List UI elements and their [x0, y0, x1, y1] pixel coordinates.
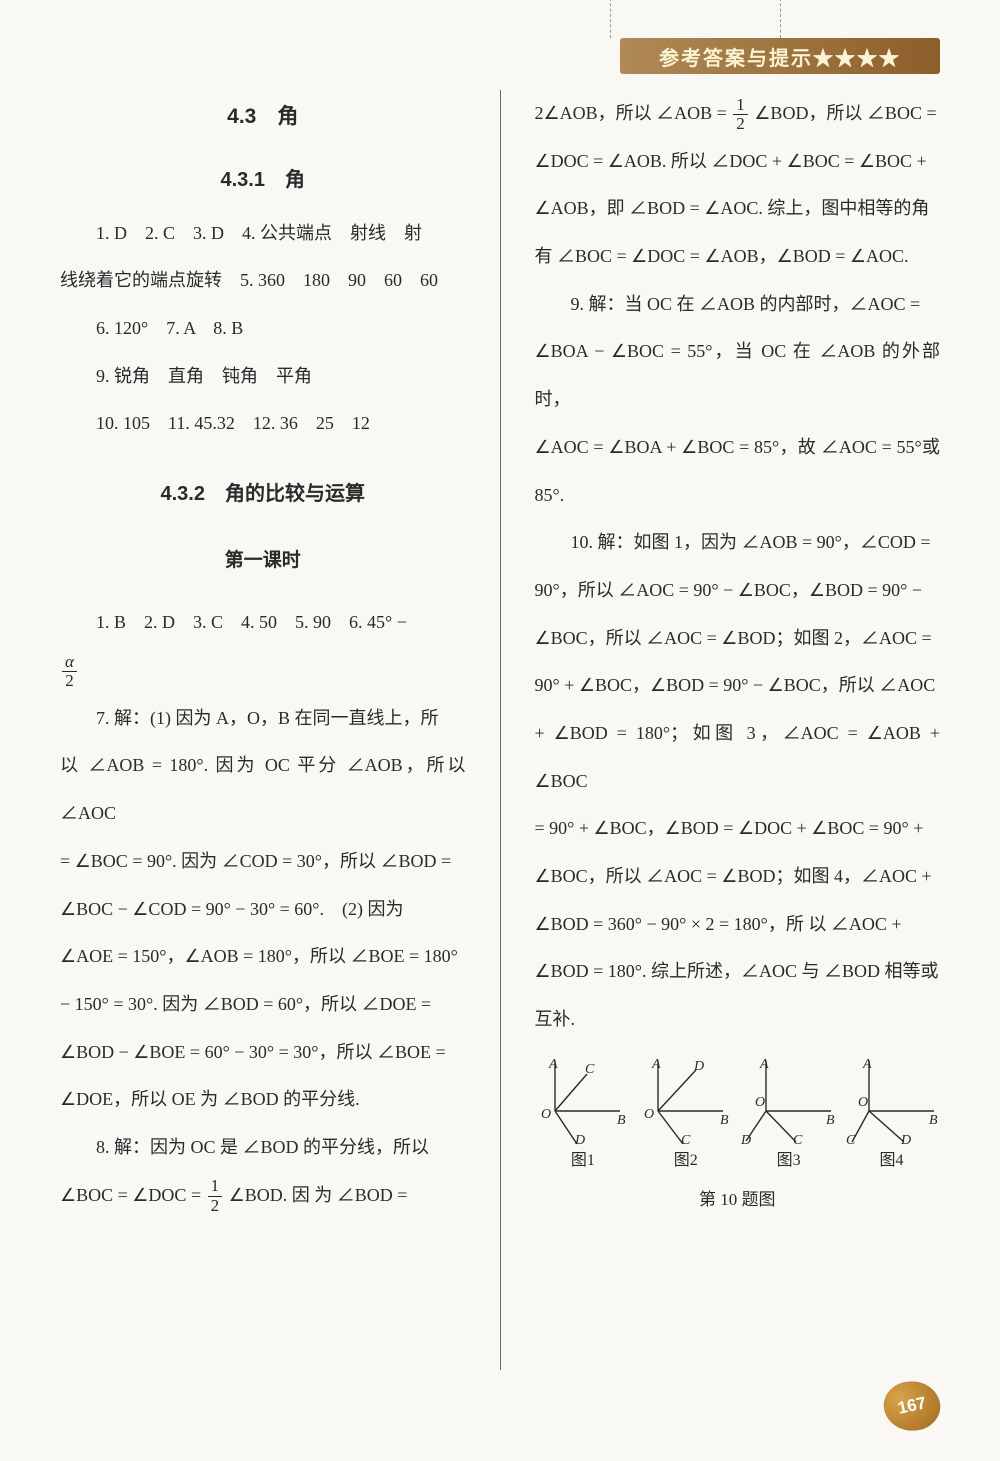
svg-text:D: D [574, 1133, 585, 1146]
fraction-alpha-2: α 2 [62, 653, 77, 691]
svg-text:B: B [720, 1113, 729, 1128]
svg-text:A: A [759, 1057, 769, 1072]
svg-text:B: B [617, 1113, 626, 1128]
solution-8-cont: 有 ∠BOC = ∠DOC = ∠AOB，∠BOD = ∠AOC. [535, 233, 941, 281]
solution-7: 7. 解：(1) 因为 A，O，B 在同一直线上，所 [60, 695, 466, 743]
solution-10: ∠BOD = 360° − 90° × 2 = 180°，所 以 ∠AOC + [535, 901, 941, 949]
figure-caption: 第 10 题图 [535, 1178, 941, 1222]
svg-text:A: A [548, 1057, 558, 1072]
solution-10: 互补. [535, 996, 941, 1044]
svg-text:O: O [755, 1095, 765, 1110]
svg-text:C: C [846, 1133, 856, 1146]
svg-text:D: D [693, 1059, 704, 1074]
svg-text:O: O [541, 1107, 551, 1122]
svg-text:B: B [826, 1113, 835, 1128]
svg-text:O: O [858, 1095, 868, 1110]
svg-text:A: A [862, 1057, 872, 1072]
solution-10: = 90° + ∠BOC，∠BOD = ∠DOC + ∠BOC = 90° + [535, 805, 941, 853]
solution-10: 90° + ∠BOC，∠BOD = 90° − ∠BOC，所以 ∠AOC [535, 662, 941, 710]
answer-line: 1. D 2. C 3. D 4. 公共端点 射线 射 [60, 210, 466, 258]
section-title-4-3-1: 4.3.1 角 [60, 164, 466, 196]
answer-line: 10. 105 11. 45.32 12. 36 25 12 [60, 400, 466, 448]
solution-10: ∠BOC，所以 ∠AOC = ∠BOD；如图 4，∠AOC + [535, 853, 941, 901]
solution-7: − 150° = 30°. 因为 ∠BOD = 60°，所以 ∠DOE = [60, 981, 466, 1029]
column-divider [500, 90, 501, 1370]
solution-10: 90°，所以 ∠AOC = 90° − ∠BOC，∠BOD = 90° − [535, 567, 941, 615]
solution-7: 以 ∠AOB = 180°. 因为 OC 平分 ∠AOB，所以 ∠AOC [60, 742, 466, 837]
svg-text:D: D [741, 1133, 751, 1146]
solution-7: ∠BOC − ∠COD = 90° − 30° = 60°. (2) 因为 [60, 886, 466, 934]
solution-10: ∠BOD = 180°. 综上所述，∠AOC 与 ∠BOD 相等或 [535, 948, 941, 996]
page-number-leaf: 167 [879, 1376, 944, 1437]
fraction-1-2: 1 2 [733, 96, 748, 134]
header-title: 参考答案与提示★★★★ [659, 42, 901, 71]
solution-7: = ∠BOC = 90°. 因为 ∠COD = 30°，所以 ∠BOD = [60, 838, 466, 886]
figure-3: A O B D C 图3 [740, 1056, 837, 1172]
fraction-1-2: 1 2 [208, 1177, 223, 1215]
page-number: 167 [896, 1393, 928, 1418]
solution-7: ∠AOE = 150°，∠AOB = 180°，所以 ∠BOE = 180° [60, 933, 466, 981]
solution-8-cont: ∠DOC = ∠AOB. 所以 ∠DOC + ∠BOC = ∠BOC + [535, 138, 941, 186]
two-columns: 4.3 角 4.3.1 角 1. D 2. C 3. D 4. 公共端点 射线 … [60, 90, 940, 1370]
section-title-4-3-2: 4.3.2 角的比较与运算 [60, 478, 466, 510]
header-band: 参考答案与提示★★★★ [620, 38, 940, 74]
figure-4: A O B C D 图4 [843, 1056, 940, 1172]
lesson-title: 第一课时 [60, 536, 466, 585]
answer-line: 1. B 2. D 3. C 4. 50 5. 90 6. 45° − [60, 599, 466, 647]
left-column: 4.3 角 4.3.1 角 1. D 2. C 3. D 4. 公共端点 射线 … [60, 90, 466, 1370]
svg-text:C: C [585, 1062, 595, 1077]
answer-line: 线绕着它的端点旋转 5. 360 180 90 60 60 [60, 257, 466, 305]
solution-10: ∠BOC，所以 ∠AOC = ∠BOD；如图 2，∠AOC = [535, 615, 941, 663]
svg-text:A: A [651, 1057, 661, 1072]
solution-8: 8. 解：因为 OC 是 ∠BOD 的平分线，所以 [60, 1124, 466, 1172]
section-title-4-3: 4.3 角 [60, 100, 466, 134]
svg-text:D: D [900, 1133, 911, 1146]
svg-text:O: O [644, 1107, 654, 1122]
solution-9: ∠BOA − ∠BOC = 55°，当 OC 在 ∠AOB 的外部时， [535, 328, 941, 423]
solution-7: ∠DOE，所以 OE 为 ∠BOD 的平分线. [60, 1076, 466, 1124]
svg-text:B: B [929, 1113, 938, 1128]
svg-text:C: C [681, 1133, 691, 1146]
solution-8-cont: 2∠AOB，所以 ∠AOB = 1 2 ∠BOD，所以 ∠BOC = [535, 90, 941, 138]
solution-10: + ∠BOD = 180°；如图 3，∠AOC = ∠AOB + ∠BOC [535, 710, 941, 805]
solution-8-cont: ∠AOB，即 ∠BOD = ∠AOC. 综上，图中相等的角 [535, 185, 941, 233]
answer-line: 9. 锐角 直角 钝角 平角 [60, 353, 466, 401]
solution-9: 9. 解：当 OC 在 ∠AOB 的内部时，∠AOC = [535, 281, 941, 329]
figure-2: A D O B C 图2 [637, 1056, 734, 1172]
solution-10: 10. 解：如图 1，因为 ∠AOB = 90°，∠COD = [535, 519, 941, 567]
svg-text:C: C [793, 1133, 803, 1146]
right-column: 2∠AOB，所以 ∠AOB = 1 2 ∠BOD，所以 ∠BOC = ∠DOC … [535, 90, 941, 1370]
figure-1: A C O B D 图1 [535, 1056, 632, 1172]
solution-9: ∠AOC = ∠BOA + ∠BOC = 85°，故 ∠AOC = 55°或 8… [535, 424, 941, 519]
fraction-line: α 2 [60, 647, 466, 695]
answer-line: 6. 120° 7. A 8. B [60, 305, 466, 353]
figure-row-q10: A C O B D 图1 [535, 1056, 941, 1172]
solution-8: ∠BOC = ∠DOC = 1 2 ∠BOD. 因 为 ∠BOD = [60, 1172, 466, 1220]
solution-7: ∠BOD − ∠BOE = 60° − 30° = 30°，所以 ∠BOE = [60, 1029, 466, 1077]
